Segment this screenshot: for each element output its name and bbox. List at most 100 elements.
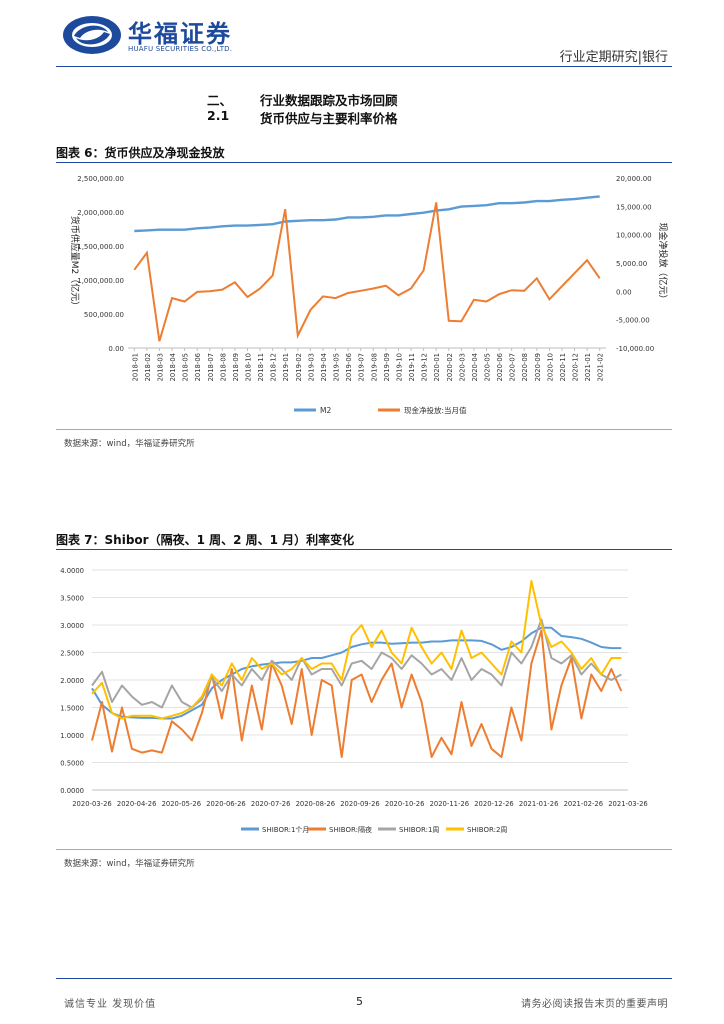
x-tick-label: 2020-12-26 bbox=[474, 800, 514, 808]
footer-slogan: 诚信专业 发现价值 bbox=[64, 999, 157, 1010]
x-tick-label: 2018-10 bbox=[245, 353, 253, 381]
x-tick-label: 2020-07-26 bbox=[251, 800, 291, 808]
x-tick-label: 2020-04 bbox=[471, 353, 479, 381]
figure6-title: 图表 6：货币供应及净现金投放 bbox=[56, 146, 225, 160]
left-y-axis-label: 货币供应量M2（亿元） bbox=[69, 216, 81, 311]
x-tick-label: 2018-03 bbox=[156, 353, 164, 381]
legend-label: M2 bbox=[320, 406, 331, 415]
y-tick-label: 1.0000 bbox=[60, 732, 84, 740]
right-y-tick-label: 5,000.00 bbox=[616, 260, 647, 268]
left-y-tick-label: 2,000,000.00 bbox=[77, 209, 124, 217]
x-tick-label: 2021-03-26 bbox=[608, 800, 648, 808]
x-tick-label: 2019-02 bbox=[295, 353, 303, 381]
x-tick-label: 2020-08 bbox=[521, 353, 529, 381]
series-line-shibor-1m bbox=[91, 626, 622, 720]
x-tick-label: 2019-01 bbox=[282, 353, 290, 381]
legend-label: SHIBOR:隔夜 bbox=[329, 825, 372, 834]
x-tick-label: 2019-12 bbox=[421, 353, 429, 381]
x-tick-label: 2019-04 bbox=[320, 353, 328, 381]
figure6-top-rule bbox=[56, 162, 672, 164]
series-line-shibor-overnight bbox=[91, 629, 623, 758]
y-tick-label: 3.0000 bbox=[60, 622, 84, 630]
section-number: 二、 bbox=[207, 93, 233, 108]
x-tick-label: 2020-03 bbox=[458, 353, 466, 381]
right-y-axis-label: 现金净投放（亿元） bbox=[657, 222, 669, 303]
footer-disclaimer: 请务必阅读报告末页的重要声明 bbox=[521, 999, 668, 1010]
header-divider bbox=[56, 66, 672, 67]
left-y-tick-label: 1,000,000.00 bbox=[77, 277, 124, 285]
y-tick-label: 2.5000 bbox=[60, 650, 84, 658]
x-tick-label: 2018-05 bbox=[182, 353, 190, 381]
right-y-tick-label: -10,000.00 bbox=[616, 345, 654, 353]
section-title: 行业数据跟踪及市场回顾 bbox=[260, 93, 398, 108]
x-tick-label: 2020-03-26 bbox=[72, 800, 112, 808]
x-tick-label: 2019-09 bbox=[383, 353, 391, 381]
series-line-shibor-1w bbox=[91, 618, 622, 709]
x-tick-label: 2018-02 bbox=[144, 353, 152, 381]
y-tick-label: 1.5000 bbox=[60, 705, 84, 713]
legend-label: SHIBOR:1周 bbox=[399, 826, 439, 834]
right-y-tick-label: 20,000.00 bbox=[616, 175, 652, 183]
logo-english-name: HUAFU SECURITIES CO.,LTD. bbox=[128, 45, 233, 53]
series-line-m2 bbox=[134, 195, 600, 233]
x-tick-label: 2020-04-26 bbox=[117, 800, 157, 808]
x-tick-label: 2020-12 bbox=[572, 353, 580, 381]
x-tick-label: 2018-04 bbox=[169, 353, 177, 381]
y-tick-label: 0.0000 bbox=[60, 787, 84, 795]
legend-label: SHIBOR:1个月 bbox=[262, 826, 309, 834]
figure6-source: 数据来源：wind，华福证券研究所 bbox=[64, 439, 195, 449]
right-y-tick-label: -5,000.00 bbox=[616, 317, 650, 325]
x-tick-label: 2019-06 bbox=[345, 353, 353, 381]
x-tick-label: 2018-09 bbox=[232, 353, 240, 381]
x-tick-label: 2019-08 bbox=[370, 353, 378, 381]
series-line-shibor-2w bbox=[91, 580, 622, 720]
x-tick-label: 2018-08 bbox=[219, 353, 227, 381]
x-tick-label: 2020-06 bbox=[496, 353, 504, 381]
x-tick-label: 2020-11 bbox=[559, 353, 567, 381]
x-tick-label: 2021-02-26 bbox=[564, 800, 604, 808]
x-tick-label: 2018-12 bbox=[270, 353, 278, 381]
figure6-chart: 0.00 500,000.00 1,000,000.00 1,500,000.00 2,… bbox=[69, 175, 669, 415]
legend-label: SHIBOR:2周 bbox=[467, 826, 507, 834]
x-tick-label: 2018-11 bbox=[257, 353, 265, 381]
x-tick-label: 2019-05 bbox=[333, 353, 341, 381]
figure7-chart: 0.0000 0.5000 1.0000 1.5000 2.0000 2.5000 3.00… bbox=[60, 567, 648, 834]
logo-mark-icon bbox=[63, 16, 121, 54]
x-tick-label: 2019-03 bbox=[307, 353, 315, 381]
page-number: 5 bbox=[356, 995, 363, 1008]
x-tick-label: 2020-11-26 bbox=[430, 800, 470, 808]
subsection-number: 2.1 bbox=[207, 108, 230, 123]
y-tick-label: 3.5000 bbox=[60, 595, 84, 603]
company-logo: 华福证券 HUAFU SECURITIES CO.,LTD. bbox=[62, 14, 252, 56]
figure7-source: 数据来源：wind，华福证券研究所 bbox=[64, 859, 195, 869]
figure7-bottom-rule bbox=[56, 849, 672, 850]
y-tick-label: 2.0000 bbox=[60, 677, 84, 685]
left-y-tick-label: 0.00 bbox=[108, 345, 124, 353]
x-tick-label: 2019-07 bbox=[358, 353, 366, 381]
legend-label: 现金净投放:当月值 bbox=[404, 405, 467, 415]
x-tick-label: 2019-11 bbox=[408, 353, 416, 381]
footer-divider bbox=[56, 978, 672, 979]
figure7-title: 图表 7：Shibor（隔夜、1 周、2 周、1 月）利率变化 bbox=[56, 533, 355, 547]
x-tick-label: 2020-08-26 bbox=[296, 800, 336, 808]
x-tick-label: 2021-02 bbox=[597, 353, 605, 381]
x-tick-label: 2020-10-26 bbox=[385, 800, 425, 808]
right-y-tick-label: 15,000.00 bbox=[616, 203, 652, 211]
x-tick-label: 2018-01 bbox=[131, 353, 139, 381]
series-line-net-cash bbox=[133, 202, 601, 342]
x-tick-label: 2020-02 bbox=[446, 353, 454, 381]
x-tick-label: 2019-10 bbox=[395, 353, 403, 381]
x-tick-label: 2021-01 bbox=[584, 353, 592, 381]
x-tick-label: 2020-01 bbox=[433, 353, 441, 381]
x-tick-label: 2021-01-26 bbox=[519, 800, 559, 808]
x-tick-label: 2020-07 bbox=[509, 353, 517, 381]
left-y-tick-label: 500,000.00 bbox=[84, 311, 124, 319]
x-tick-label: 2020-05-26 bbox=[162, 800, 202, 808]
y-tick-label: 0.5000 bbox=[60, 760, 84, 768]
left-y-tick-label: 1,500,000.00 bbox=[77, 243, 124, 251]
x-tick-label: 2020-10 bbox=[546, 353, 554, 381]
y-tick-label: 4.0000 bbox=[60, 567, 84, 575]
x-tick-label: 2018-06 bbox=[194, 353, 202, 381]
figure6-bottom-rule bbox=[56, 429, 672, 430]
x-tick-label: 2020-05 bbox=[484, 353, 492, 381]
